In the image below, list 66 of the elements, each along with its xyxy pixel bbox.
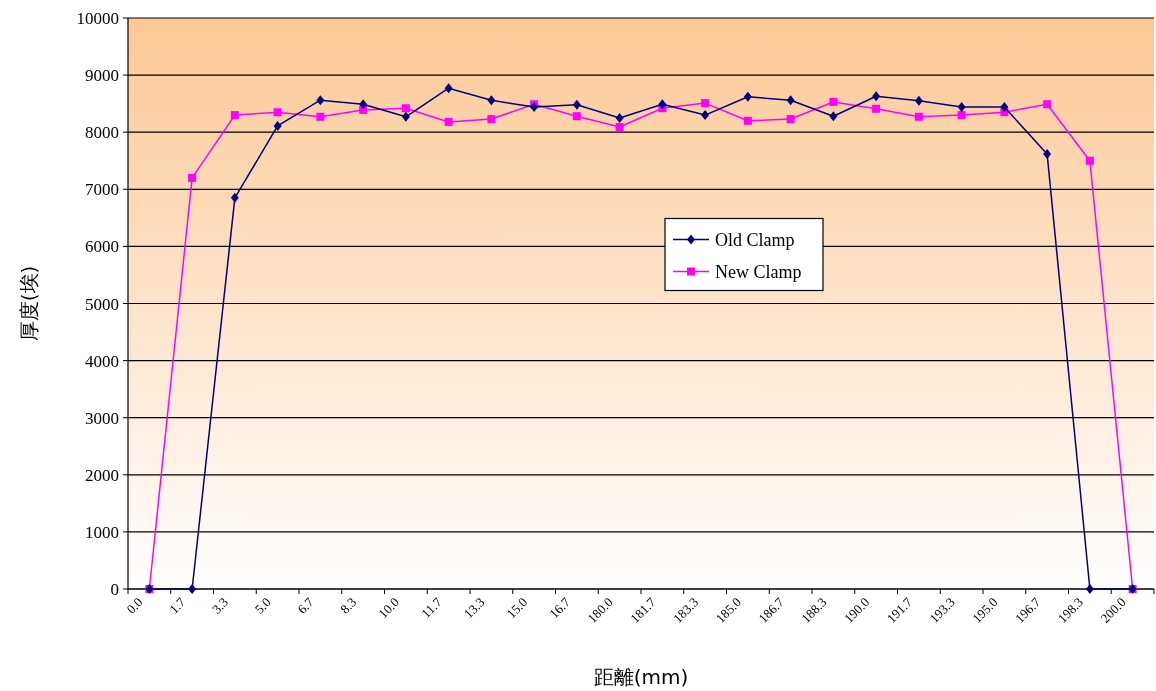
point	[444, 117, 453, 126]
point	[401, 111, 410, 122]
y-tick-label: 2000	[85, 465, 119, 485]
x-tick-label: 0.0	[123, 594, 146, 617]
y-tick-label: 4000	[85, 351, 119, 371]
point	[872, 104, 881, 113]
y-tick-label: 3000	[85, 408, 119, 428]
x-tick-label: 15.0	[503, 594, 531, 622]
x-tick-label: 1.7	[166, 594, 189, 617]
point	[401, 104, 410, 113]
point	[572, 112, 581, 121]
point	[615, 112, 624, 123]
x-tick-label: 13.3	[460, 594, 488, 622]
point	[957, 102, 966, 113]
x-tick-label: 8.3	[337, 594, 360, 617]
y-tick-label: 10000	[76, 9, 119, 28]
point	[829, 111, 838, 122]
point	[872, 91, 881, 102]
point	[316, 112, 325, 121]
x-tick-label: 11.7	[418, 594, 446, 621]
point	[615, 123, 624, 132]
y-tick-label: 5000	[85, 294, 119, 314]
point	[701, 110, 710, 121]
x-axis-title: 距離(mm)	[593, 665, 689, 689]
point	[957, 111, 966, 120]
y-tick-label: 8000	[85, 123, 119, 143]
x-tick-label: 3.3	[208, 594, 231, 617]
point	[230, 111, 239, 120]
point	[743, 116, 752, 125]
point	[743, 91, 752, 102]
point	[1043, 100, 1052, 109]
y-tick-label: 1000	[85, 522, 119, 542]
legend-label: New Clamp	[715, 261, 802, 282]
point	[658, 99, 667, 110]
point	[487, 95, 496, 106]
point	[914, 112, 923, 121]
point	[572, 99, 581, 110]
point	[1085, 584, 1094, 594]
point	[316, 95, 325, 106]
point	[188, 584, 197, 594]
y-axis-title: 厚度(埃)	[17, 265, 41, 342]
point	[1000, 102, 1009, 113]
point	[914, 95, 923, 106]
point	[487, 115, 496, 124]
point	[273, 120, 282, 131]
point	[1043, 148, 1052, 159]
point	[188, 173, 197, 182]
point	[359, 99, 368, 110]
point	[829, 97, 838, 106]
x-tick-label: 16.7	[546, 594, 574, 622]
point	[786, 115, 795, 124]
point	[273, 108, 282, 117]
legend-label: Old Clamp	[715, 229, 795, 250]
y-tick-label: 7000	[85, 180, 119, 200]
point	[701, 99, 710, 108]
point	[530, 102, 539, 113]
y-tick-label: 0	[110, 580, 119, 599]
x-tick-label: 6.7	[294, 594, 317, 617]
x-tick-label: 5.0	[251, 594, 274, 617]
point	[444, 83, 453, 94]
y-tick-label: 9000	[85, 66, 119, 86]
point	[230, 192, 239, 203]
y-tick-label: 6000	[85, 237, 119, 257]
point	[1085, 156, 1094, 165]
x-tick-label: 10.0	[375, 594, 402, 622]
point	[786, 95, 795, 106]
